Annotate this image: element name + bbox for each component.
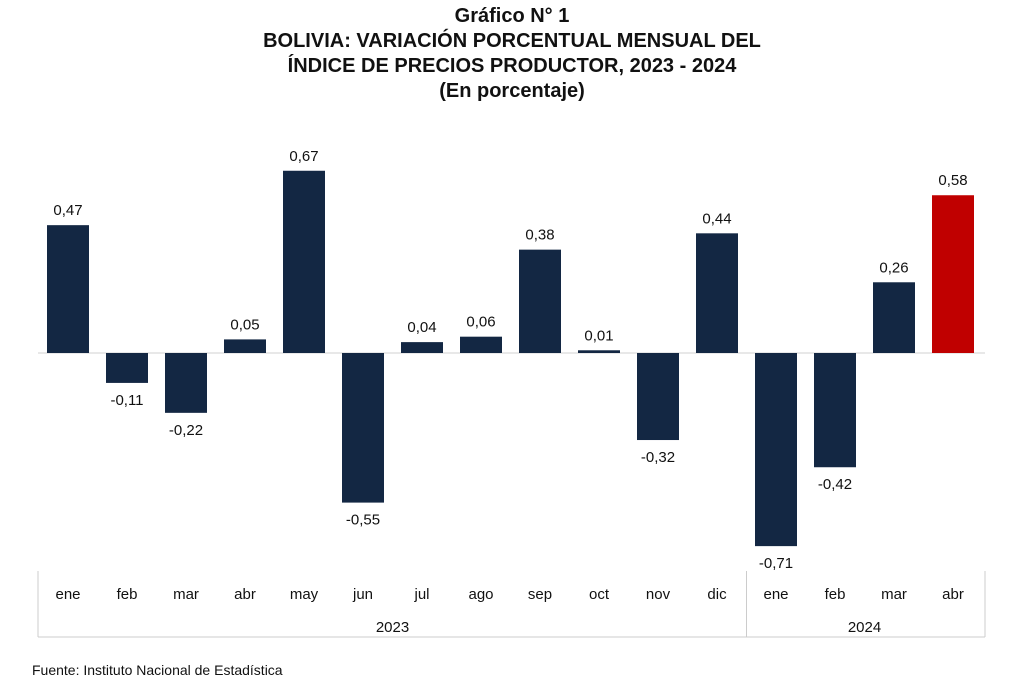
bar [519,249,561,353]
x-tick-label: oct [589,586,610,603]
x-tick-label: abr [942,586,964,603]
data-label: 0,05 [230,316,259,333]
bar [932,195,974,353]
data-label: -0,11 [110,392,143,409]
chart-title-block: Gráfico N° 1 BOLIVIA: VARIACIÓN PORCENTU… [0,4,1024,104]
data-label: 0,58 [938,172,967,189]
bar [814,353,856,468]
bar [460,336,502,353]
data-label: -0,71 [759,555,793,572]
data-label: 0,06 [466,314,495,331]
data-label: 0,47 [53,202,82,219]
data-label: -0,42 [818,476,852,493]
bar [637,353,679,441]
x-tick-label: ene [763,586,788,603]
data-label: 0,44 [702,210,731,227]
bar [578,350,620,353]
bar [283,170,325,353]
bar [47,225,89,353]
bar [106,353,148,383]
source-note: Fuente: Instituto Nacional de Estadístic… [32,662,283,678]
x-tick-label: feb [825,586,846,603]
chart-title-line-1: BOLIVIA: VARIACIÓN PORCENTUAL MENSUAL DE… [263,30,761,52]
x-tick-label: jul [413,586,429,603]
data-label: 0,01 [584,327,613,344]
x-tick-label: sep [528,586,552,603]
data-label: 0,26 [879,259,908,276]
data-label: 0,38 [525,227,554,244]
year-group-label: 2023 [376,619,409,636]
chart-subtitle: (En porcentaje) [439,80,585,102]
data-label: -0,55 [346,512,380,529]
bar [696,233,738,353]
bar [873,282,915,353]
x-tick-label: abr [234,586,256,603]
x-tick-label: jun [352,586,373,603]
bar [165,353,207,413]
x-tick-label: mar [173,586,199,603]
year-group-label: 2024 [848,619,881,636]
bar [401,342,443,353]
data-label: 0,67 [289,148,318,165]
bar [755,353,797,547]
x-tick-label: dic [707,586,727,603]
bar [224,339,266,353]
x-tick-label: may [290,586,319,603]
x-tick-label: mar [881,586,907,603]
x-tick-label: nov [646,586,671,603]
x-tick-label: ene [55,586,80,603]
x-tick-label: feb [117,586,138,603]
x-tick-label: ago [468,586,493,603]
data-label: 0,04 [407,319,436,336]
chart-number-title: Gráfico N° 1 [454,5,570,27]
data-label: -0,22 [169,422,203,439]
data-label: -0,32 [641,449,675,466]
bar [342,353,384,503]
chart-title-line-2: ÍNDICE DE PRECIOS PRODUCTOR, 2023 - 2024 [287,55,737,77]
